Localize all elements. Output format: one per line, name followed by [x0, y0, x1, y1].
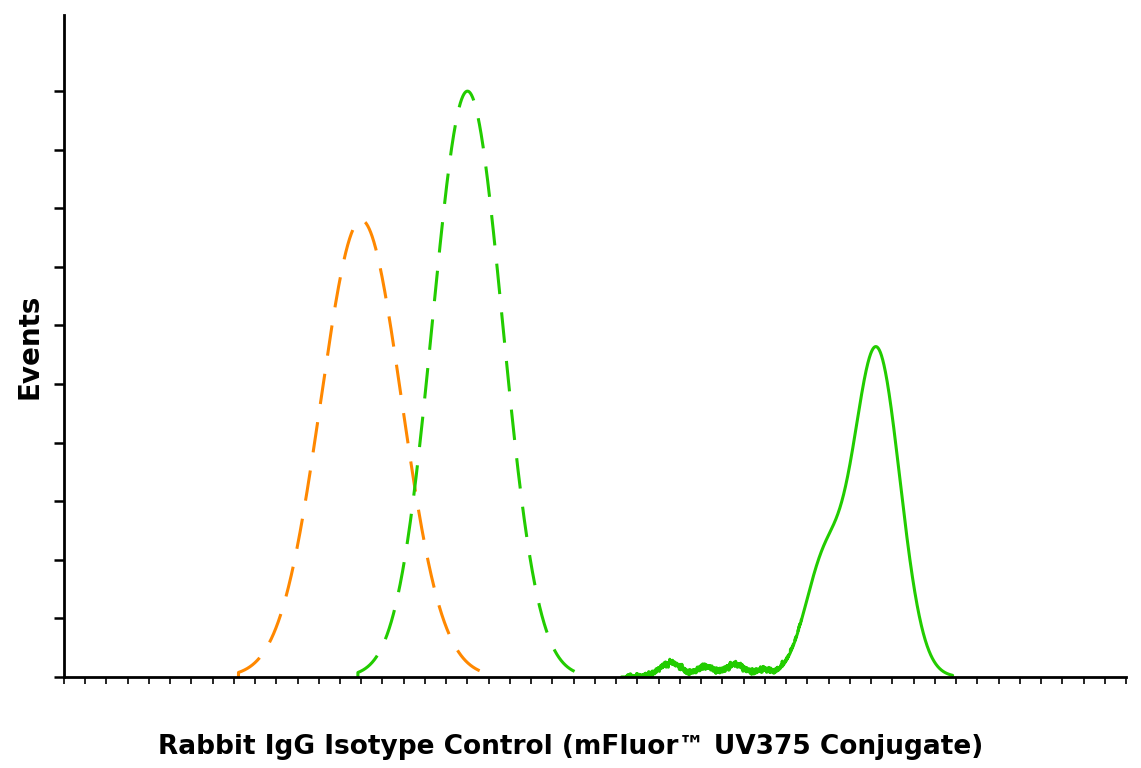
- Y-axis label: Events: Events: [15, 293, 43, 399]
- Text: Rabbit IgG Isotype Control (mFluor™ UV375 Conjugate): Rabbit IgG Isotype Control (mFluor™ UV37…: [157, 734, 984, 760]
